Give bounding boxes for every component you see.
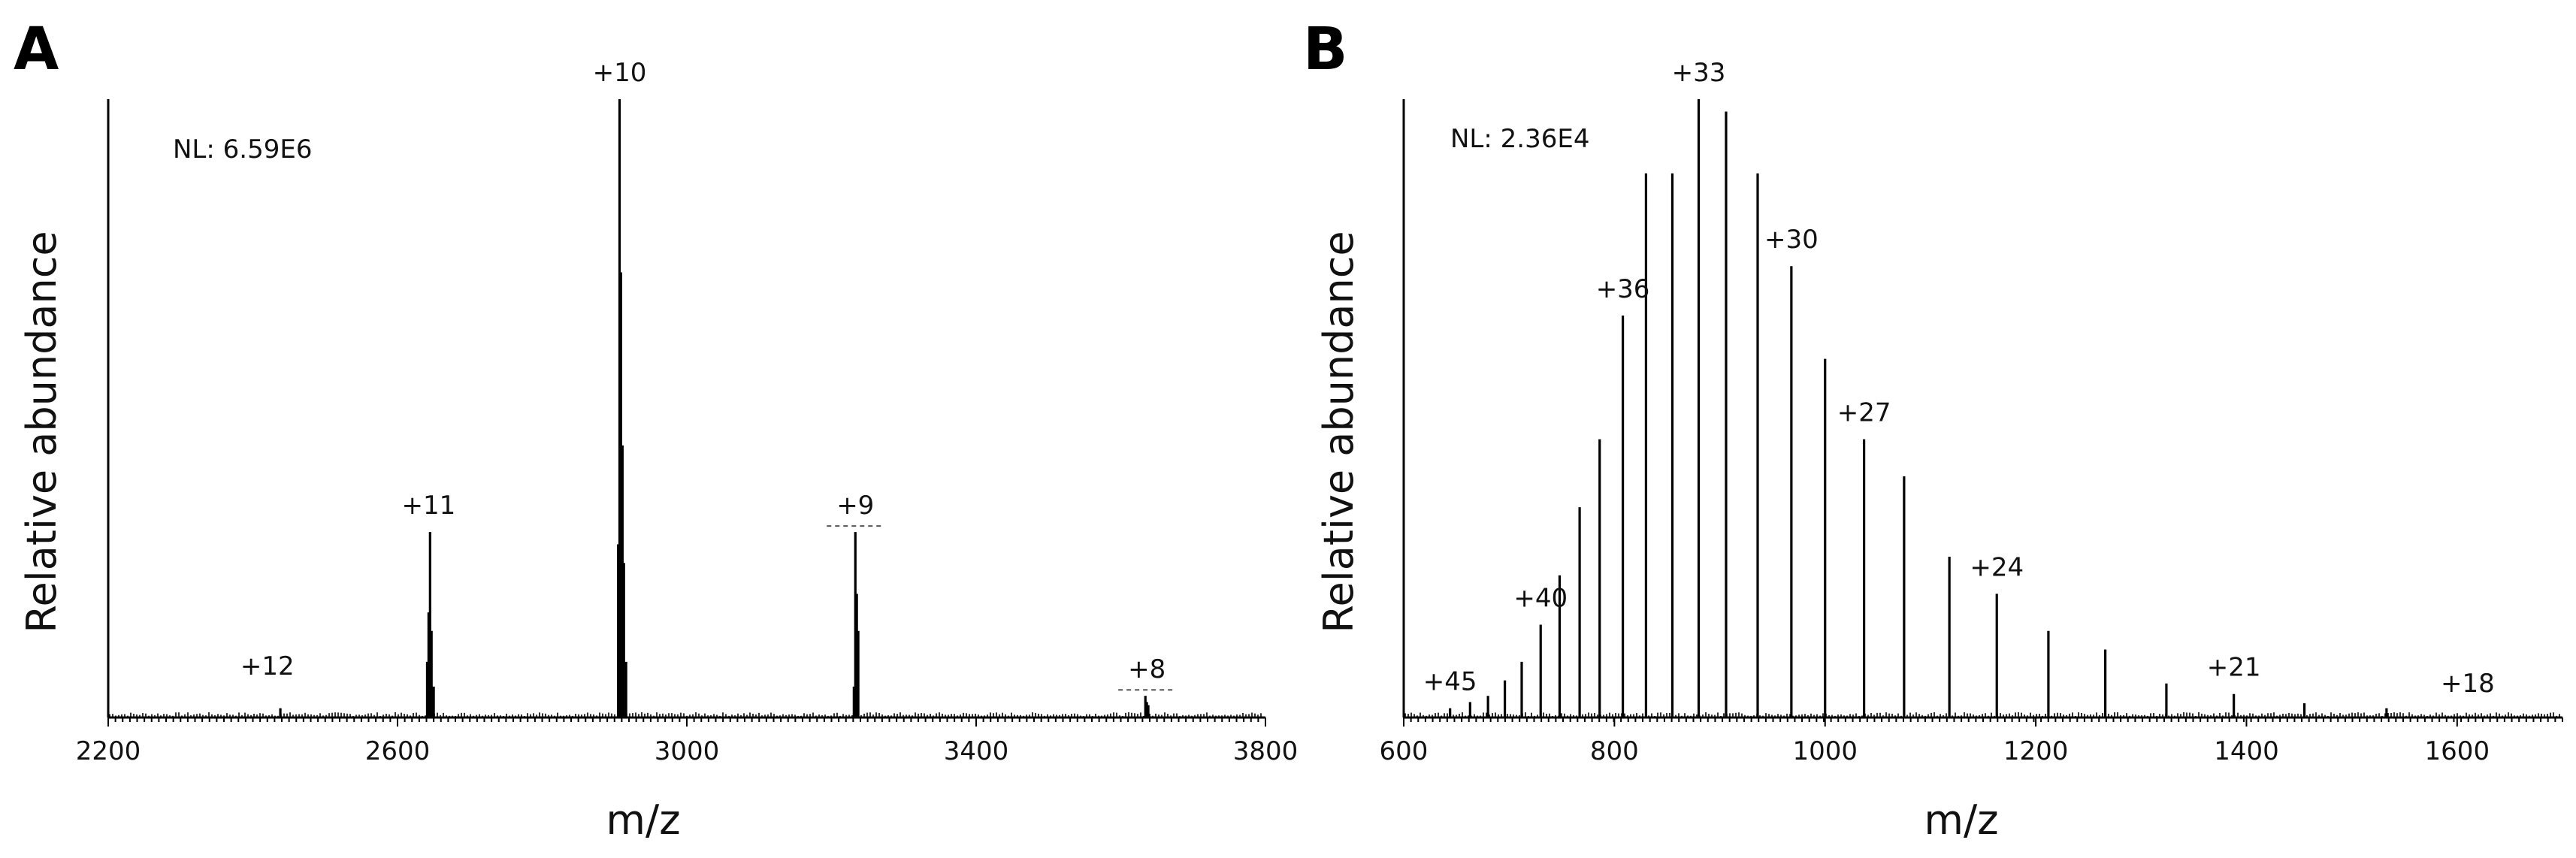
panel-a-charge-label: +11 — [402, 491, 456, 521]
panel-a-plot-area: 2200 2600 3000 3400 3800 +12 +11 +10 +9 +8 — [76, 58, 1299, 766]
panel-b-charge-label: +45 — [1423, 667, 1477, 697]
panel-b-x-axis-title: m/z — [1924, 796, 1998, 844]
panel-a-charge-label: +10 — [593, 58, 647, 88]
panel-b-charge-label: +27 — [1837, 398, 1891, 428]
panel-a-x-tick-label: 3800 — [1233, 736, 1299, 766]
panel-a-x-axis-title: m/z — [606, 796, 680, 844]
panel-b-x-tick-label: 1000 — [1792, 736, 1858, 766]
panel-b-x-tick-label: 600 — [1380, 736, 1429, 766]
panel-a: A NL: 6.59E6 Relative abundance m/z 2200… — [14, 16, 1298, 844]
panel-a-peaks — [279, 99, 1150, 718]
panel-b-charge-label: +18 — [2441, 669, 2495, 699]
panel-b-charge-label: +36 — [1596, 274, 1650, 304]
panel-a-letter: A — [14, 16, 59, 83]
panel-a-y-axis-title: Relative abundance — [18, 231, 65, 633]
panel-b-charge-label: +21 — [2207, 653, 2261, 683]
panel-a-minor-ticks — [107, 718, 1266, 722]
panel-b-minor-ticks — [1403, 718, 2563, 722]
panel-b-y-axis-title: Relative abundance — [1315, 231, 1362, 633]
panel-b-charge-label: +30 — [1764, 225, 1819, 255]
panel-a-x-tick-label: 2600 — [365, 736, 431, 766]
panel-b: B NL: 2.36E4 Relative abundance m/z 600 8… — [1303, 16, 2563, 844]
panel-a-charge-label: +8 — [1128, 654, 1166, 684]
panel-b-plot-area: 600 800 1000 1200 1400 1600 +45 +40 +36 +33 +30 +27… — [1380, 58, 2563, 766]
panel-a-charge-label: +9 — [836, 491, 874, 521]
panel-b-x-tick-label: 1200 — [2003, 736, 2069, 766]
panel-b-peaks — [1449, 99, 2388, 718]
panel-b-charge-label: +40 — [1513, 584, 1568, 614]
panel-a-charge-label: +12 — [240, 651, 295, 681]
panel-a-x-tick-label: 2200 — [76, 736, 141, 766]
panel-b-letter: B — [1303, 16, 1347, 83]
panel-b-x-tick-label: 800 — [1590, 736, 1639, 766]
panel-b-charge-label: +33 — [1672, 58, 1726, 88]
panel-b-nl-annotation: NL: 2.36E4 — [1450, 124, 1589, 154]
panel-a-x-tick-label: 3000 — [655, 736, 720, 766]
panel-b-x-tick-label: 1400 — [2214, 736, 2279, 766]
panel-b-x-tick-label: 1600 — [2425, 736, 2490, 766]
panel-b-charge-label: +24 — [1970, 552, 2024, 582]
panel-a-nl-annotation: NL: 6.59E6 — [173, 134, 312, 165]
panel-a-x-tick-label: 3400 — [944, 736, 1009, 766]
